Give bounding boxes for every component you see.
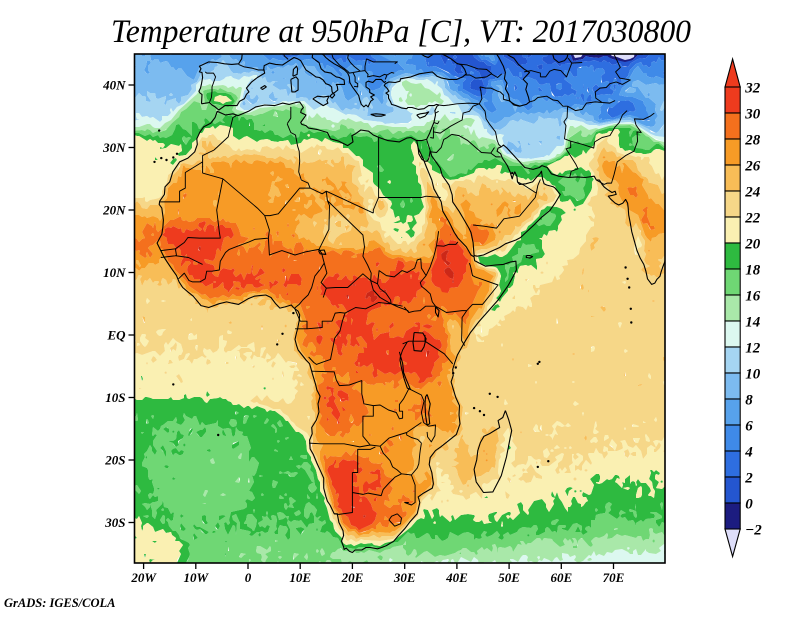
svg-text:22: 22: [744, 211, 761, 227]
svg-text:20: 20: [744, 237, 761, 253]
svg-text:26: 26: [744, 159, 761, 175]
svg-text:EQ: EQ: [106, 328, 126, 343]
svg-text:4: 4: [744, 445, 753, 461]
svg-text:6: 6: [745, 419, 753, 435]
svg-text:30: 30: [744, 107, 761, 123]
svg-text:20S: 20S: [104, 453, 125, 468]
svg-text:GrADS: IGES/COLA: GrADS: IGES/COLA: [4, 596, 116, 610]
svg-text:60E: 60E: [550, 570, 572, 585]
svg-text:10S: 10S: [105, 390, 125, 405]
svg-text:18: 18: [745, 263, 761, 279]
svg-text:10W: 10W: [184, 570, 210, 585]
svg-text:40E: 40E: [445, 570, 468, 585]
svg-text:20E: 20E: [341, 570, 364, 585]
svg-text:2: 2: [744, 471, 753, 487]
svg-text:0: 0: [745, 497, 753, 513]
svg-text:Temperature at 950hPa [C], VT:: Temperature at 950hPa [C], VT: 201703080…: [111, 14, 691, 50]
svg-text:30N: 30N: [102, 140, 126, 155]
svg-text:32: 32: [744, 81, 761, 97]
svg-text:30E: 30E: [393, 570, 416, 585]
svg-text:10E: 10E: [289, 570, 311, 585]
svg-text:10: 10: [745, 367, 761, 383]
svg-text:50E: 50E: [498, 570, 520, 585]
svg-text:24: 24: [744, 185, 761, 201]
svg-text:20W: 20W: [130, 570, 157, 585]
svg-text:8: 8: [745, 393, 753, 409]
svg-text:12: 12: [745, 341, 761, 357]
svg-text:14: 14: [745, 315, 761, 331]
svg-text:28: 28: [744, 133, 761, 149]
svg-text:16: 16: [745, 289, 761, 305]
svg-text:−2: −2: [745, 523, 762, 539]
svg-text:20N: 20N: [102, 203, 126, 218]
svg-text:30S: 30S: [104, 515, 125, 530]
svg-text:70E: 70E: [603, 570, 625, 585]
svg-text:40N: 40N: [102, 78, 126, 93]
svg-text:0: 0: [245, 570, 252, 585]
svg-text:10N: 10N: [103, 265, 126, 280]
